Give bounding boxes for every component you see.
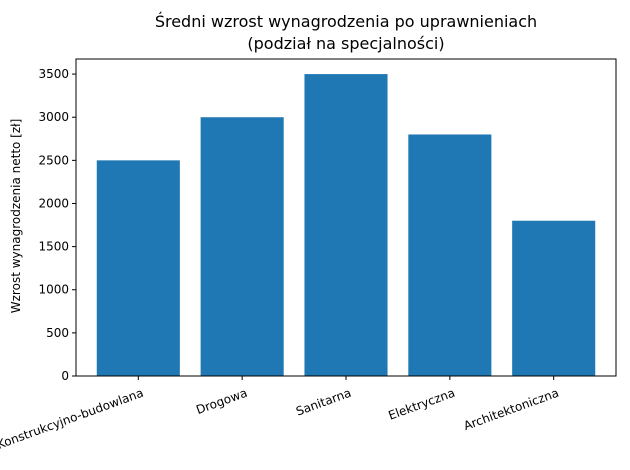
x-axis-ticks: Konstrukcyjno-budowlana Drogowa Sanitarna E… (0, 376, 561, 452)
chart-title-line1: Średni wzrost wynagrodzenia po uprawnien… (155, 12, 537, 31)
y-axis-ticks: 0 500 1000 1500 2000 2500 3000 3500 (38, 67, 76, 383)
bar-1 (200, 117, 284, 376)
bar-0 (96, 160, 180, 376)
y-tick-label-7: 3500 (38, 67, 69, 81)
x-tick-label-2: Sanitarna (294, 386, 353, 419)
y-tick-label-4: 2000 (38, 196, 69, 210)
x-tick-label-0: Konstrukcyjno-budowlana (0, 386, 145, 452)
chart-title-line2: (podział na specjalności) (247, 34, 444, 53)
x-tick-label-3: Elektryczna (386, 386, 456, 423)
plot-frame (75, 58, 617, 377)
y-tick-label-2: 1000 (38, 283, 69, 297)
bars-group (96, 74, 596, 376)
y-tick-label-0: 0 (61, 369, 69, 383)
y-tick-label-6: 3000 (38, 110, 69, 124)
x-tick-label-1: Drogowa (194, 386, 249, 417)
y-tick-label-1: 500 (46, 326, 69, 340)
y-tick-label-3: 1500 (38, 240, 69, 254)
bar-4 (512, 220, 596, 376)
y-axis-label: Wzrost wynagrodzenia netto [zł] (9, 119, 23, 313)
y-tick-label-5: 2500 (38, 153, 69, 167)
bar-2 (304, 74, 388, 376)
bar-3 (408, 134, 492, 376)
x-tick-label-4: Architektoniczna (462, 386, 561, 433)
